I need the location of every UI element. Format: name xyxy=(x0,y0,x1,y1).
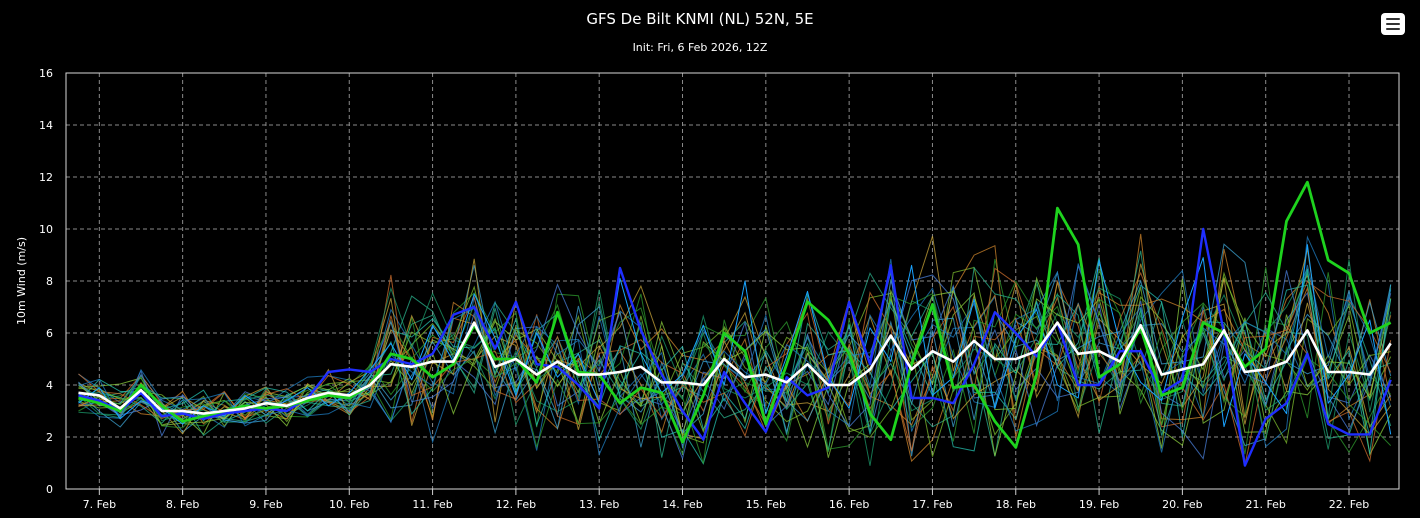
x-tick-label: 20. Feb xyxy=(1162,498,1202,511)
ensemble-member-line xyxy=(78,263,1392,457)
axes: 0 2 4 6 8 10 12 14 16 7. Feb 8. Feb 9. Feb 10. Feb 11… xyxy=(39,67,1400,511)
ensemble-member-line xyxy=(78,270,1392,444)
x-tick-label: 22. Feb xyxy=(1329,498,1369,511)
series-line-ensemble-mean xyxy=(78,321,1392,415)
ensemble-member-line xyxy=(78,263,1392,460)
y-tick-label: 0 xyxy=(46,483,53,496)
x-tick-label: 14. Feb xyxy=(662,498,702,511)
y-tick-label: 16 xyxy=(39,67,53,80)
menu-icon-bar xyxy=(1386,23,1400,26)
x-tick-label: 18. Feb xyxy=(996,498,1036,511)
chart-subtitle: Init: Fri, 6 Feb 2026, 12Z xyxy=(633,41,768,54)
menu-icon-bar xyxy=(1386,18,1400,21)
series-lines xyxy=(78,180,1392,467)
y-tick-label: 2 xyxy=(46,431,53,444)
x-tick-label: 8. Feb xyxy=(166,498,199,511)
x-tick-label: 17. Feb xyxy=(912,498,952,511)
x-tick-label: 12. Feb xyxy=(496,498,536,511)
x-tick-label: 21. Feb xyxy=(1245,498,1285,511)
x-tick-label: 16. Feb xyxy=(829,498,869,511)
y-axis-label: 10m Wind (m/s) xyxy=(15,237,28,325)
x-tick-label: 11. Feb xyxy=(412,498,452,511)
menu-icon-bar xyxy=(1386,28,1400,31)
chart-title: GFS De Bilt KNMI (NL) 52N, 5E xyxy=(586,10,813,28)
ensemble-spaghetti xyxy=(78,233,1392,466)
y-tick-label: 12 xyxy=(39,171,53,184)
y-tick-label: 6 xyxy=(46,327,53,340)
chart-menu-button[interactable] xyxy=(1381,13,1405,35)
y-tick-label: 14 xyxy=(39,119,53,132)
x-tick-label: 13. Feb xyxy=(579,498,619,511)
ensemble-member-line xyxy=(78,259,1392,436)
x-tick-label: 19. Feb xyxy=(1079,498,1119,511)
series-line-control-run xyxy=(78,244,1392,435)
x-tick-label: 15. Feb xyxy=(746,498,786,511)
y-tick-label: 10 xyxy=(39,223,53,236)
ensemble-member-line xyxy=(78,274,1392,461)
x-tick-label: 10. Feb xyxy=(329,498,369,511)
x-tick-label: 7. Feb xyxy=(83,498,116,511)
y-tick-label: 8 xyxy=(46,275,53,288)
x-tick-label: 9. Feb xyxy=(249,498,282,511)
y-tick-label: 4 xyxy=(46,379,53,392)
plot-border xyxy=(65,72,1400,490)
